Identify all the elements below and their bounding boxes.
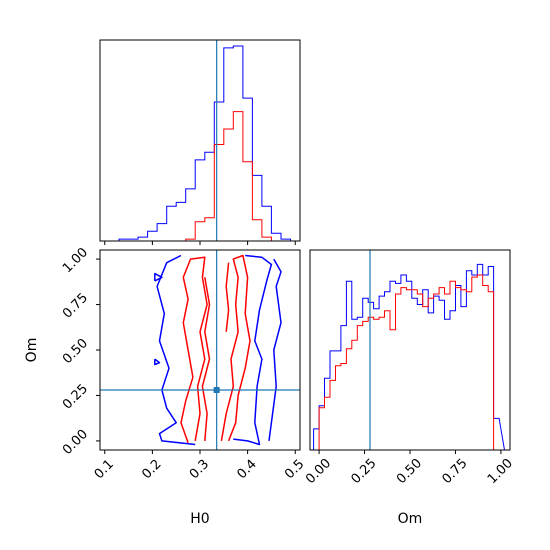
contour-line-blue	[268, 258, 282, 441]
contour-truth-group	[100, 250, 300, 450]
hist-om-panel: 0.00 0.25 0.50 0.75 1.00 Om	[303, 249, 516, 527]
contour-line-blue	[156, 254, 196, 446]
contour-line-red	[220, 254, 251, 442]
contour-frame	[99, 249, 301, 451]
contour-line-red	[201, 277, 211, 441]
contour-line-blue	[154, 272, 163, 282]
hist-series-blue	[313, 263, 505, 450]
hist-om-ticks-group: 0.00 0.25 0.50 0.75 1.00	[303, 450, 516, 487]
hist-om-x-axis-label: Om	[398, 511, 423, 527]
hist-h0-panel	[99, 39, 301, 245]
hist-h0-plot-area	[100, 40, 300, 241]
contour-y-axis-label: Om	[24, 338, 40, 363]
hist-h0-frame	[99, 39, 301, 242]
contour-plot-area	[100, 250, 300, 450]
contour-x-axis-label: H0	[190, 511, 209, 527]
contour-line-blue	[233, 254, 273, 446]
contour-lines-group	[154, 254, 282, 446]
hist-series-red	[313, 274, 505, 450]
contour-line-blue	[154, 358, 161, 366]
contour-line-red	[225, 262, 230, 332]
contour-line-red	[180, 256, 208, 443]
hist-h0-ticks-group	[104, 241, 296, 245]
hist-series-blue	[109, 45, 291, 242]
truth-marker	[213, 387, 220, 393]
hist-om-frame	[309, 249, 511, 451]
hist-om-series-group	[313, 263, 505, 450]
contour-panel: 0.1 0.2 0.3 0.4 0.50.000.250.500.751.00 H0 O…	[24, 245, 307, 527]
hist-om-plot-area	[310, 250, 510, 450]
